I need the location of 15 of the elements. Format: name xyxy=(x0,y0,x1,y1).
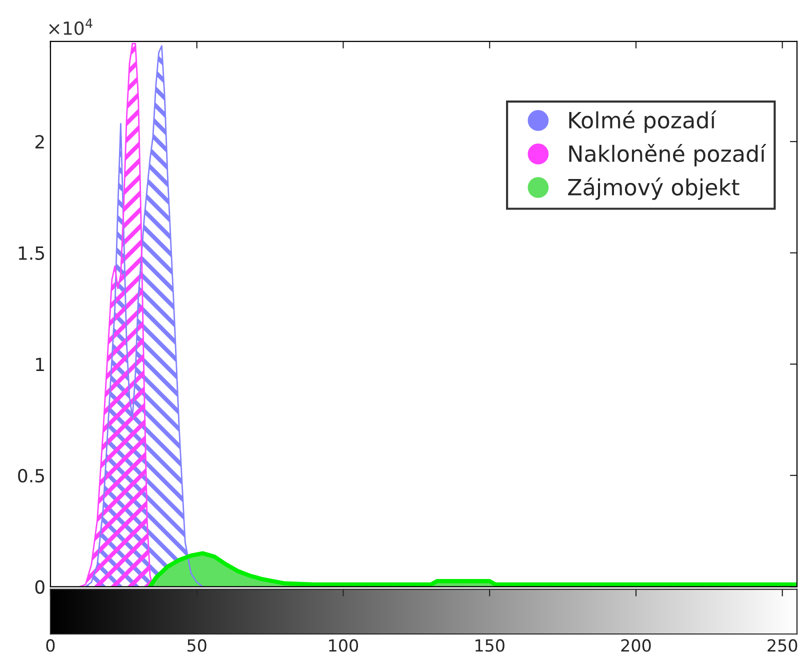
x-tick-label: 100 xyxy=(329,639,358,652)
legend-label: Zájmový objekt xyxy=(568,177,740,200)
x-tick-label: 200 xyxy=(621,639,651,652)
legend-label: Kolmé pozadí xyxy=(569,110,717,133)
x-tick-label: 150 xyxy=(476,639,504,652)
y-tick-label: 0 xyxy=(35,580,44,594)
y-tick-label: 2 xyxy=(35,135,44,148)
y-tick-label: 1.5 xyxy=(18,246,44,260)
x-tick-label: 50 xyxy=(188,639,206,652)
text: ×10$^{4}$ xyxy=(49,18,92,36)
legend-label: Nakloněné pozadí xyxy=(569,144,766,166)
x-tick-label: 0 xyxy=(46,639,55,652)
y-tick-label: 1 xyxy=(36,358,44,371)
y-tick-label: 0.5 xyxy=(18,468,44,483)
x-tick-label: 250 xyxy=(768,639,798,652)
